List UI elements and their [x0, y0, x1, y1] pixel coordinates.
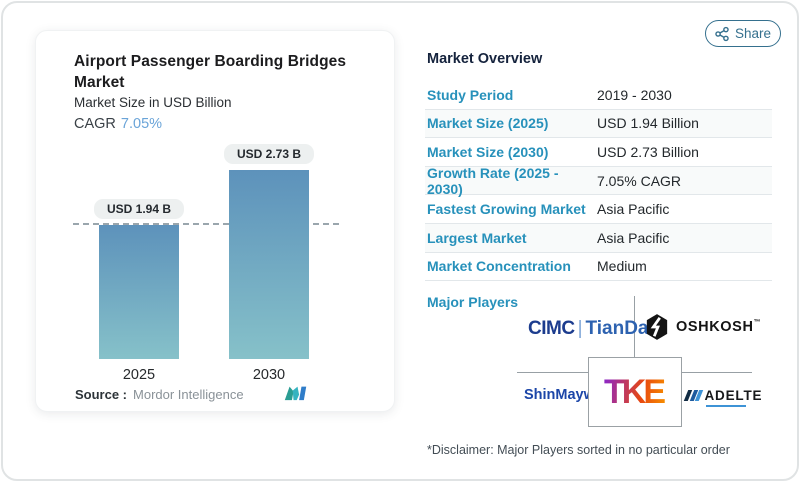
row-value: USD 2.73 Billion — [597, 143, 699, 160]
disclaimer-text: *Disclaimer: Major Players sorted in no … — [427, 443, 730, 457]
row-value: 7.05% CAGR — [597, 172, 682, 189]
share-label: Share — [734, 26, 772, 41]
adelte-slashes-icon — [683, 390, 703, 401]
source-label: Source : — [75, 387, 128, 402]
row-label: Study Period — [427, 86, 514, 103]
overview-heading: Market Overview — [427, 51, 543, 67]
source-row: Source : Mordor Intelligence — [75, 387, 244, 402]
row-value: Asia Pacific — [597, 229, 670, 246]
players-horizontal-divider-right — [682, 372, 752, 373]
row-label: Market Size (2025) — [427, 115, 549, 132]
share-button[interactable]: Share — [705, 20, 781, 47]
cagr-row: CAGR 7.05% — [74, 116, 162, 132]
overview-table: Study Period 2019 - 2030 Market Size (20… — [425, 81, 772, 282]
row-label: Market Size (2030) — [427, 143, 549, 160]
bar-2025 — [99, 224, 179, 359]
bar-2030 — [229, 170, 309, 359]
tianda-logo-text: TianDa — [585, 318, 649, 339]
table-row: Market Concentration Medium — [425, 253, 772, 282]
cagr-label: CAGR — [74, 116, 116, 132]
tke-logo-box: TKE — [588, 357, 682, 427]
table-row: Largest Market Asia Pacific — [425, 223, 772, 253]
row-label: Growth Rate (2025 - 2030) — [427, 164, 559, 197]
reference-line — [73, 222, 339, 225]
source-value: Mordor Intelligence — [133, 387, 244, 402]
cimc-logo-separator: | — [577, 318, 583, 339]
bar-chart: USD 1.94 B USD 2.73 B — [36, 31, 396, 359]
cagr-value: 7.05% — [120, 116, 163, 132]
oshkosh-trademark: ™ — [753, 319, 762, 326]
row-value: 2019 - 2030 — [597, 86, 672, 103]
adelte-logo-text: ADELTE — [704, 388, 763, 403]
major-players-label: Major Players — [427, 294, 519, 310]
row-value: USD 1.94 Billion — [597, 115, 699, 132]
bar-value-label-2025: USD 1.94 B — [93, 198, 185, 219]
row-label: Largest Market — [427, 229, 527, 246]
x-axis-label-2025: 2025 — [122, 367, 156, 383]
adelte-tagline-bar — [705, 405, 746, 407]
major-players-section: Major Players CIMC | TianDa OSHKOSH™ ShinM… — [425, 288, 772, 433]
row-value: Asia Pacific — [597, 201, 670, 218]
players-horizontal-divider-left — [517, 372, 588, 373]
row-label: Fastest Growing Market — [427, 201, 586, 218]
table-row: Fastest Growing Market Asia Pacific — [425, 195, 772, 224]
table-row: Growth Rate (2025 - 2030) 7.05% CAGR — [425, 164, 772, 197]
cimc-tianda-logo: CIMC | TianDa — [528, 318, 649, 340]
share-icon — [715, 26, 729, 41]
row-value: Medium — [597, 258, 647, 275]
adelte-logo-body: ADELTE — [705, 388, 763, 407]
table-row: Study Period 2019 - 2030 — [425, 81, 772, 110]
table-row: Market Size (2025) USD 1.94 Billion — [425, 109, 772, 139]
row-label: Market Concentration — [427, 258, 571, 275]
shinmaywa-logo: ShinMaywa — [524, 387, 603, 403]
cimc-logo-text: CIMC — [528, 318, 575, 339]
tke-logo-text: TKE — [604, 373, 666, 412]
players-vertical-divider — [634, 296, 635, 357]
adelte-logo: ADELTE — [683, 388, 763, 407]
oshkosh-logo: OSHKOSH™ — [645, 313, 761, 341]
chart-card: Airport Passenger Boarding Bridges Marke… — [35, 30, 395, 412]
chart-subtitle: Market Size in USD Billion — [74, 95, 232, 110]
mordor-intelligence-logo-icon — [284, 386, 307, 401]
oshkosh-logo-text: OSHKOSH™ — [676, 319, 762, 335]
chart-title: Airport Passenger Boarding Bridges Marke… — [74, 53, 347, 92]
bar-value-label-2030: USD 2.73 B — [223, 144, 315, 165]
oshkosh-hexagon-icon — [646, 314, 668, 340]
x-axis-label-2030: 2030 — [252, 367, 286, 383]
table-row: Market Size (2030) USD 2.73 Billion — [425, 138, 772, 167]
